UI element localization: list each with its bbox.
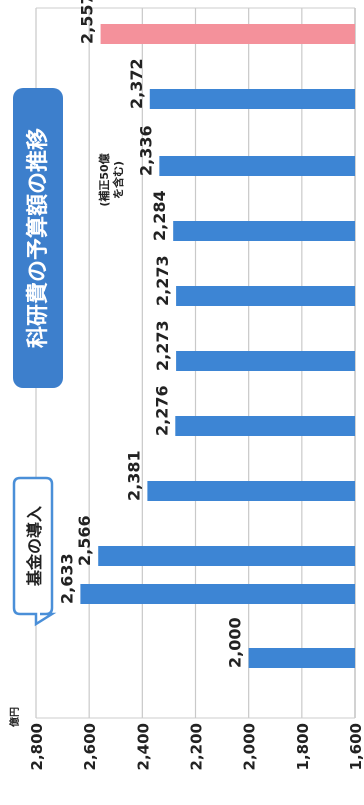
bar	[159, 156, 355, 176]
fund-introduction-label: 基金の導入	[25, 506, 44, 587]
chart-title-box: 科研費の予算額の推移	[13, 88, 63, 388]
bar-value-label: 2,273	[153, 255, 172, 306]
bar	[173, 221, 355, 241]
bar-value-label: 2,336	[136, 125, 155, 176]
bar	[149, 89, 355, 109]
bar-value-label: 2,633	[57, 553, 76, 604]
bar-value-label: 2,557	[78, 0, 97, 44]
y-tick-label: 2,400	[134, 723, 152, 770]
chart-title: 科研費の予算額の推移	[25, 128, 51, 348]
y-tick-label: 1,800	[294, 723, 312, 770]
y-tick-label: 2,600	[81, 723, 99, 770]
bar-value-label: 2,372	[127, 58, 146, 109]
bar	[98, 546, 355, 566]
bars	[80, 24, 355, 668]
y-tick-label: 2,200	[188, 723, 206, 770]
y-axis-ticks: 1,600 1,800 2,000 2,200 2,400 2,600 2,800	[28, 723, 364, 770]
bar-value-label: 2,566	[75, 515, 94, 566]
bar	[147, 481, 355, 501]
y-axis-unit: 億円	[8, 707, 21, 727]
bar-value-label: 2,276	[152, 385, 171, 436]
bar	[100, 24, 355, 44]
fund-callout: 基金の導入	[12, 476, 57, 627]
bar-value-label: 2,000	[226, 617, 245, 668]
bar	[248, 648, 355, 668]
bar	[176, 351, 355, 371]
bar-value-label: 2,284	[150, 190, 169, 241]
supplementary-note: (補正50億 を含む)	[97, 153, 125, 206]
y-tick-label: 2,000	[241, 723, 259, 770]
y-tick-label: 2,800	[28, 723, 46, 770]
bar-value-label: 2,273	[153, 320, 172, 371]
bar	[80, 584, 355, 604]
y-axis-unit-label: 億円	[8, 707, 21, 727]
bar	[175, 416, 355, 436]
supplementary-note-line2: を含む)	[111, 161, 125, 199]
supplementary-note-line1: (補正50億	[97, 153, 111, 206]
y-tick-label: 1,600	[347, 723, 364, 770]
bar-value-label: 2,381	[124, 450, 143, 501]
bar	[176, 286, 355, 306]
